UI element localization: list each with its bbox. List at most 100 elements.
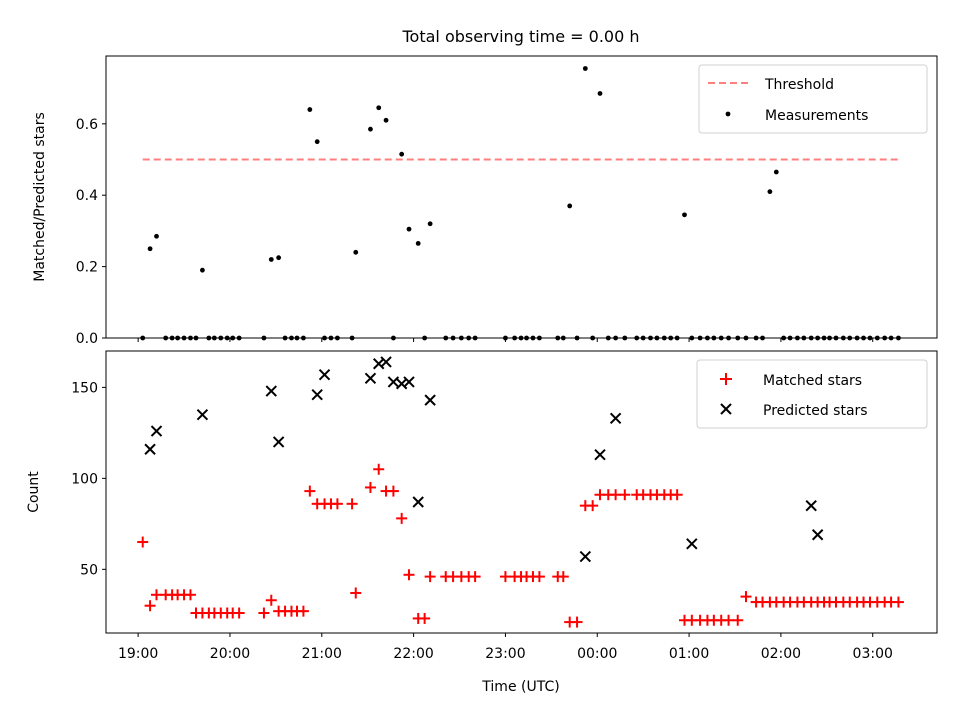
- predicted-star-point: [311, 388, 323, 401]
- predicted-star-point: [380, 356, 392, 368]
- measurement-point: [597, 91, 603, 96]
- top-panel: 0.0 0.2 0.4 0.6 Matched/Predicted stars Thr…: [32, 55, 938, 347]
- measurement-point: [427, 221, 433, 227]
- predicted-legend-label: Predicted stars: [763, 403, 868, 419]
- bottom-legend: Matched stars Predicted stars: [696, 359, 928, 429]
- measurement-point: [682, 212, 687, 218]
- bottom-x-ticks: 19:00 20:00 21:00 22:00 23:00 00:00 01:00 02:00…: [118, 633, 893, 662]
- predicted-star-point: [150, 425, 163, 437]
- chart-title: Total observing time = 0.00 h: [401, 27, 639, 46]
- predicted-star-point: [609, 412, 622, 425]
- x-tick-label: 03:00: [853, 646, 893, 662]
- predicted-star-point: [594, 448, 606, 461]
- predicted-star-point: [403, 376, 415, 388]
- matched-star-point: [387, 485, 399, 497]
- matched-star-point: [671, 489, 683, 501]
- x-axis-label: Time (UTC): [481, 679, 559, 695]
- measurement-point: [773, 169, 779, 175]
- y-tick-label: 0.0: [76, 331, 98, 347]
- predicted-star-point: [805, 499, 817, 512]
- matched-star-point: [533, 571, 545, 583]
- matched-star-point: [403, 569, 415, 581]
- measurement-point: [368, 126, 373, 132]
- predicted-star-point: [144, 443, 156, 455]
- bottom-legend-frame: [696, 359, 928, 429]
- predicted-star-point: [272, 436, 285, 448]
- matched-legend-label: Matched stars: [763, 373, 862, 389]
- matched-star-point: [571, 616, 583, 628]
- bottom-data-marks: [137, 356, 904, 628]
- y-tick-label: 100: [71, 471, 98, 487]
- matched-star-point: [419, 612, 431, 624]
- measurement-point: [406, 226, 412, 232]
- matched-star-point: [144, 600, 156, 612]
- predicted-star-point: [387, 376, 400, 388]
- matched-star-point: [610, 489, 622, 501]
- measurement-point: [376, 105, 382, 111]
- x-tick-label: 00:00: [577, 646, 617, 662]
- y-tick-label: 0.4: [76, 188, 98, 204]
- threshold-legend-label: Threshold: [764, 77, 834, 93]
- predicted-star-point: [373, 358, 385, 370]
- measurement-point: [567, 203, 573, 209]
- matched-star-point: [557, 571, 569, 583]
- predicted-star-point: [424, 394, 436, 406]
- matched-star-point: [619, 489, 631, 501]
- top-legend: Threshold Measurements: [698, 64, 928, 134]
- x-tick-label: 01:00: [669, 646, 709, 662]
- matched-star-point: [499, 571, 511, 583]
- bottom-axes-frame: [105, 350, 938, 634]
- predicted-star-point: [364, 372, 377, 384]
- matched-star-point: [350, 587, 362, 599]
- predicted-star-point: [318, 368, 331, 381]
- bottom-y-ticks: 50 100 150: [71, 380, 106, 578]
- measurements-legend-swatch: [725, 111, 731, 117]
- measurement-point: [268, 257, 274, 262]
- measurement-point: [200, 267, 205, 273]
- measurement-point: [399, 151, 405, 157]
- measurements-legend-label: Measurements: [765, 108, 868, 124]
- measurement-point: [353, 249, 359, 255]
- x-tick-label: 19:00: [118, 646, 158, 662]
- measurement-point: [276, 255, 282, 261]
- matched-star-point: [233, 607, 245, 619]
- matched-star-point: [304, 485, 316, 497]
- matched-star-point: [331, 498, 343, 510]
- matched-star-point: [373, 463, 385, 475]
- measurement-point: [582, 66, 588, 71]
- bottom-panel: 50 100 150 19:00 20:00 21:00 22:00 23:00 00:00 0…: [26, 350, 938, 695]
- matched-star-point: [732, 614, 744, 626]
- predicted-star-point: [579, 550, 592, 563]
- x-tick-label: 20:00: [210, 646, 250, 662]
- measurement-point: [415, 241, 421, 246]
- x-tick-label: 21:00: [302, 646, 342, 662]
- matched-legend-swatch: [720, 373, 732, 385]
- matched-star-point: [424, 571, 436, 583]
- matched-star-point: [137, 536, 149, 548]
- matched-star-point: [587, 500, 599, 512]
- matched-star-point: [346, 498, 358, 510]
- predicted-star-point: [811, 529, 824, 541]
- x-tick-label: 23:00: [485, 646, 525, 662]
- matched-star-point: [892, 596, 904, 608]
- top-y-ticks: 0.0 0.2 0.4 0.6: [76, 117, 106, 347]
- matched-star-point: [396, 512, 408, 524]
- matched-star-point: [469, 571, 481, 583]
- y-tick-label: 0.2: [76, 260, 98, 276]
- x-tick-label: 22:00: [393, 646, 433, 662]
- measurement-point: [314, 139, 320, 145]
- measurement-point: [767, 189, 773, 195]
- matched-star-point: [265, 594, 277, 606]
- predicted-star-point: [395, 378, 408, 390]
- top-axes-frame: [105, 55, 938, 339]
- measurement-point: [383, 117, 389, 123]
- predicted-star-point: [196, 408, 209, 421]
- predicted-legend-swatch: [720, 403, 732, 415]
- matched-star-point: [151, 589, 163, 601]
- predicted-star-point: [412, 496, 424, 508]
- measurement-point: [154, 233, 159, 239]
- top-legend-frame: [698, 64, 928, 134]
- bottom-y-axis-label: Count: [26, 471, 42, 513]
- top-y-axis-label: Matched/Predicted stars: [32, 112, 48, 282]
- predicted-star-point: [686, 538, 698, 550]
